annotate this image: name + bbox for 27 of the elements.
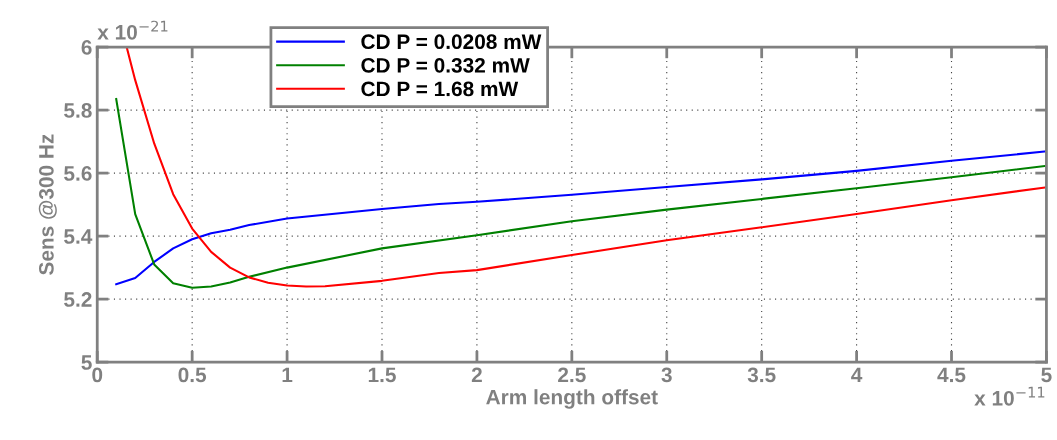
x-tick-label: 2 [471,367,482,383]
legend-label: CD P = 0.0208 mW [361,34,542,50]
x-tick-label: 0.5 [178,367,207,383]
y-tick-label: 5 [81,355,92,370]
y-tick-label: 5.4 [64,229,93,244]
x-tick-label: 4 [851,367,863,383]
x-tick-label: 1.5 [368,367,396,383]
line-series [125,47,1047,288]
y-axis-title: Sens @300 Hz [38,134,57,275]
x-tick-label: 3.5 [747,367,776,383]
text: x 10$^{−11}$ [974,386,1045,406]
legend-label: CD P = 1.68 mW [361,81,519,97]
x-tick-label: 5 [1041,367,1052,383]
x-tick-label: 2.5 [558,367,586,383]
legend-label: CD P = 0.332 mW [361,57,530,73]
y-tick-label: 6 [81,40,92,55]
y-tick-label: 5.8 [64,103,92,118]
text: x 10$^{−21}$ [97,20,168,40]
y-tick-label: 5.2 [64,292,92,307]
x-axis-title: Arm length offset [486,389,658,409]
x-tick-label: 4.5 [937,367,966,383]
line-series [115,150,1047,286]
x-tick-label: 1 [282,367,293,383]
y-tick-label: 5.6 [64,166,92,181]
x-tick-label: 0 [92,367,103,383]
line-series [115,98,1047,289]
x-tick-label: 3 [661,367,672,383]
